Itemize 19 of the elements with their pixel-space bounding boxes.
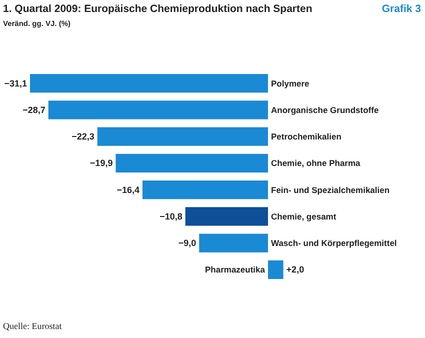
data-label: −19,9 bbox=[90, 158, 113, 168]
data-label: −31,1 bbox=[4, 78, 27, 88]
y-tick-label: Fein- und Spezialchemikalien bbox=[271, 184, 390, 195]
data-label: −16,4 bbox=[116, 184, 140, 195]
data-label: −10,8 bbox=[160, 211, 182, 222]
text: Grafik 3 bbox=[382, 3, 422, 15]
y-tick-label: Anorganische Grundstoffe bbox=[271, 104, 379, 115]
y-tick-label: Pharmazeutika bbox=[205, 264, 266, 275]
y-tick-label: Chemie, gesamt bbox=[271, 211, 336, 222]
y-tick-label: Wasch- und Körperpflegemittel bbox=[271, 238, 397, 248]
data-label: −28,7 bbox=[22, 104, 46, 115]
y-tick-label: Polymere bbox=[271, 78, 310, 88]
chart-title: 1. Quartal 2009: Europäische Chemieproduktion nach Sparten bbox=[3, 3, 312, 15]
data-label: −9,0 bbox=[178, 238, 196, 248]
data-label: −22,3 bbox=[72, 132, 94, 142]
data-label: +2,0 bbox=[286, 264, 304, 275]
source-note: Quelle: Eurostat bbox=[3, 321, 62, 331]
y-tick-label: Petrochemikalien bbox=[271, 132, 342, 142]
y-tick-label: Chemie, ohne Pharma bbox=[271, 158, 361, 168]
